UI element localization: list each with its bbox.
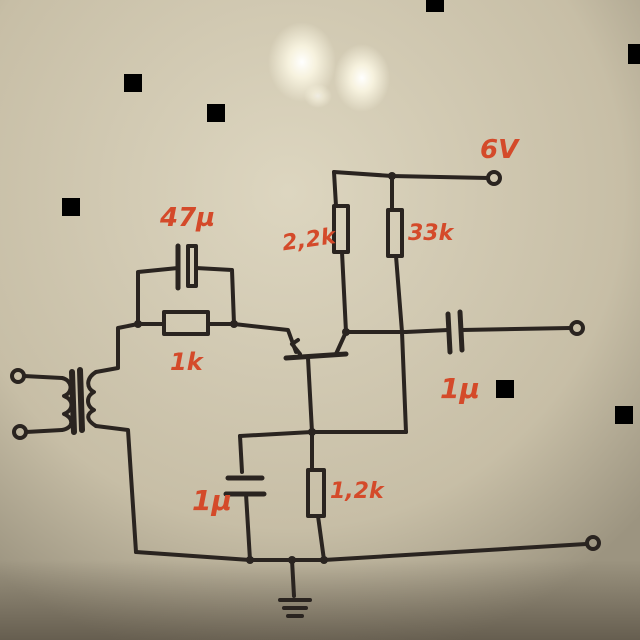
cap-out-plate-left (445, 311, 453, 355)
wire-cap-out-left (404, 328, 450, 334)
square-mark (426, 0, 444, 12)
label-res-1k: 1k (170, 348, 205, 376)
wire-22k-bottom (340, 250, 348, 334)
square-mark (496, 380, 514, 398)
occlusion-squares (62, 0, 640, 424)
wire-ground-down (290, 558, 296, 598)
square-mark (628, 44, 640, 64)
wire-cap47-right (194, 266, 236, 326)
light-glare-left (268, 22, 336, 102)
label-res-1-2k: 1,2k (330, 479, 385, 504)
wire-cap47-left (136, 266, 180, 326)
wire-33k-bottom (394, 254, 408, 434)
label-res-33k: 33k (408, 221, 455, 246)
wire-cap-out-right (460, 326, 572, 332)
label-supply-voltage: 6V (480, 135, 520, 165)
square-mark (62, 198, 80, 216)
light-glare-small (304, 84, 332, 108)
wire-12k-bottom (316, 514, 326, 562)
output-terminal (569, 320, 585, 336)
square-mark (615, 406, 633, 424)
bottom-shadow (0, 560, 640, 640)
input-transformer (60, 367, 98, 435)
label-cap-emitter-1u: 1µ (192, 484, 232, 517)
wire-ground-rail (134, 542, 588, 562)
transistor-emitter-lead (306, 356, 314, 434)
supply-terminal (486, 170, 502, 186)
square-mark (207, 104, 225, 122)
ground-terminal (585, 535, 601, 551)
wire-cap-emitter-top (238, 434, 244, 474)
transistor (283, 330, 349, 434)
transformer-secondary-coil (86, 370, 98, 428)
wire-22k-top (332, 170, 338, 208)
wire-secondary-bottom (94, 424, 138, 554)
label-cap-output-1u: 1µ (440, 372, 480, 405)
wire-input-bottom (24, 428, 64, 434)
cap47-plate-right (186, 244, 198, 288)
light-glare-right (334, 44, 390, 112)
square-mark (124, 74, 142, 92)
circuit-schematic (10, 170, 601, 618)
wire-secondary-top (94, 322, 140, 374)
label-cap-47u: 47µ (159, 203, 215, 233)
junction-dots (134, 172, 396, 564)
wire-cap-emitter-bottom (244, 492, 252, 562)
wire-input-top (22, 374, 64, 380)
transistor-collector-lead (334, 330, 348, 356)
